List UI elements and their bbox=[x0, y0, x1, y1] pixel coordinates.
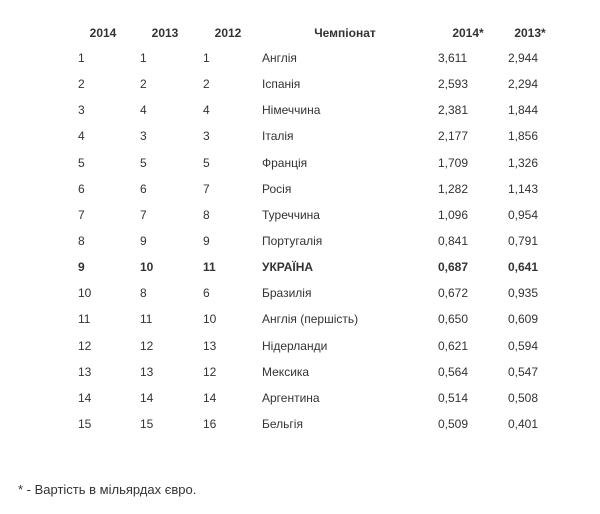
table-cell: 3 bbox=[203, 129, 210, 144]
table-cell: 13 bbox=[78, 364, 92, 379]
table-cell: 0,594 bbox=[508, 338, 539, 353]
table-cell: Аргентина bbox=[262, 390, 320, 405]
table-cell: 14 bbox=[203, 390, 217, 405]
table-cell: 14 bbox=[140, 390, 154, 405]
table-cell: 4 bbox=[140, 103, 147, 118]
table-cell: 2,381 bbox=[438, 103, 469, 118]
table-cell: 0,954 bbox=[508, 207, 539, 222]
table-cell: 9 bbox=[140, 233, 147, 248]
table-cell: 2 bbox=[140, 77, 147, 92]
table-cell: 0,650 bbox=[438, 312, 469, 327]
table-cell: 0,621 bbox=[438, 338, 469, 353]
table-cell: 13 bbox=[203, 338, 217, 353]
table-cell: 0,564 bbox=[438, 364, 469, 379]
table-cell: 0,609 bbox=[508, 312, 539, 327]
table-cell: 10 bbox=[140, 260, 154, 275]
table-cell: 0,672 bbox=[438, 286, 469, 301]
table-cell: 0,514 bbox=[438, 390, 469, 405]
table-cell: 12 bbox=[78, 338, 92, 353]
table-cell: Росія bbox=[262, 181, 292, 196]
table-cell: 16 bbox=[203, 416, 217, 431]
table-cell: 0,687 bbox=[438, 260, 469, 275]
table-cell: 1,844 bbox=[508, 103, 539, 118]
table-cell: 7 bbox=[140, 207, 147, 222]
table-cell: 1,282 bbox=[438, 181, 469, 196]
header-cell: Чемпіонат bbox=[314, 26, 376, 40]
table-cell: 5 bbox=[78, 155, 85, 170]
table-cell: 8 bbox=[203, 207, 210, 222]
table-cell: 4 bbox=[78, 129, 85, 144]
table-cell: 3,611 bbox=[438, 51, 468, 65]
header-cell: 2013 bbox=[151, 26, 179, 40]
table-cell: Німеччина bbox=[262, 103, 321, 118]
table-cell: 0,509 bbox=[438, 416, 469, 431]
table-cell: 5 bbox=[140, 155, 147, 170]
table-cell: 2,177 bbox=[438, 129, 469, 144]
table-cell: 7 bbox=[78, 207, 85, 222]
table-cell: Мексика bbox=[262, 364, 310, 379]
footnote: * - Вартість в мільярдах євро. bbox=[18, 482, 197, 497]
table-cell: 6 bbox=[203, 286, 210, 301]
table-cell: Англія (першість) bbox=[262, 312, 359, 327]
header-cell: 2013* bbox=[514, 26, 546, 40]
table-cell: 1,709 bbox=[438, 155, 469, 170]
table-cell: 1,856 bbox=[508, 129, 539, 144]
table-cell: 0,841 bbox=[438, 233, 469, 248]
table-cell: 1,143 bbox=[508, 181, 539, 196]
table-cell: 8 bbox=[140, 286, 147, 301]
table-cell: УКРАЇНА bbox=[262, 260, 314, 275]
table-cell: 15 bbox=[140, 416, 154, 431]
table-cell: 15 bbox=[78, 416, 92, 431]
table-cell: 3 bbox=[78, 103, 85, 118]
table-cell: 0,641 bbox=[508, 260, 539, 275]
header-cell: 2014 bbox=[89, 26, 117, 40]
table-cell: 12 bbox=[140, 338, 154, 353]
table-cell: 0,791 bbox=[508, 233, 539, 248]
table-cell: 11 bbox=[140, 312, 153, 327]
table-cell: 9 bbox=[203, 233, 210, 248]
table-cell: 11 bbox=[78, 312, 91, 327]
table-cell: 14 bbox=[78, 390, 92, 405]
table-cell: 0,508 bbox=[508, 390, 539, 405]
header-cell: 2014* bbox=[452, 26, 484, 40]
table-cell: 1 bbox=[203, 51, 210, 65]
table-cell: 2,294 bbox=[508, 77, 539, 92]
table-cell: 11 bbox=[203, 260, 216, 275]
table-cell: 1 bbox=[140, 51, 147, 65]
table-cell: Франція bbox=[262, 155, 308, 170]
table-cell: 6 bbox=[140, 181, 147, 196]
table-cell: Бразилія bbox=[262, 286, 312, 301]
table-cell: 10 bbox=[78, 286, 92, 301]
table-cell: 5 bbox=[203, 155, 210, 170]
table-cell: Бельгія bbox=[262, 416, 303, 431]
table-cell: Англія bbox=[262, 51, 297, 65]
table-cell: Іспанія bbox=[262, 77, 301, 92]
table-cell: 12 bbox=[203, 364, 217, 379]
table-cell: 1 bbox=[78, 51, 85, 65]
table-cell: 3 bbox=[140, 129, 147, 144]
table-cell: 9 bbox=[78, 260, 85, 275]
table-cell: 4 bbox=[203, 103, 210, 118]
table-cell: 13 bbox=[140, 364, 154, 379]
table-cell: 2,944 bbox=[508, 51, 539, 65]
table-cell: 2,593 bbox=[438, 77, 469, 92]
table-cell: 0,547 bbox=[508, 364, 539, 379]
header-cell: 2012 bbox=[214, 26, 242, 40]
table-cell: 10 bbox=[203, 312, 217, 327]
table-cell: 6 bbox=[78, 181, 85, 196]
table-cell: 1,326 bbox=[508, 155, 539, 170]
table-cell: Португалія bbox=[262, 233, 323, 248]
table-cell: Нідерланди bbox=[262, 338, 328, 353]
table-cell: 8 bbox=[78, 233, 85, 248]
table-cell: 7 bbox=[203, 181, 210, 196]
table-cell: 0,401 bbox=[508, 416, 539, 431]
table-cell: 0,935 bbox=[508, 286, 539, 301]
table-cell: 2 bbox=[203, 77, 210, 92]
table-cell: 1,096 bbox=[438, 207, 469, 222]
table-cell: Туреччина bbox=[262, 207, 320, 222]
table-cell: 2 bbox=[78, 77, 85, 92]
table-cell: Італія bbox=[262, 129, 294, 144]
